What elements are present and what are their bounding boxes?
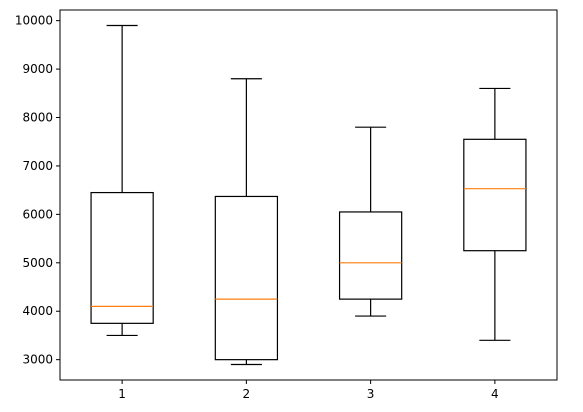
y-tick-label: 10000 xyxy=(15,14,53,28)
box-group-3 xyxy=(338,126,403,317)
box-group-2 xyxy=(214,78,279,366)
x-tick-label: 2 xyxy=(243,387,251,401)
y-tick-label: 9000 xyxy=(22,62,53,76)
box xyxy=(214,195,279,361)
x-tick-label: 1 xyxy=(118,387,126,401)
y-tick-label: 5000 xyxy=(22,256,53,270)
axes-frame xyxy=(59,9,558,381)
plot-area: 3000 4000 5000 6000 7000 8000 9000 10000 1 2 3 4 xyxy=(15,9,558,401)
y-tick-label: 7000 xyxy=(22,159,53,173)
y-tick-label: 3000 xyxy=(22,353,53,367)
box-group-1 xyxy=(90,24,154,337)
x-tick-label: 4 xyxy=(491,387,499,401)
y-tick-label: 4000 xyxy=(22,304,53,318)
y-tick-label: 6000 xyxy=(22,207,53,221)
y-tick-label: 8000 xyxy=(22,111,53,125)
box xyxy=(90,191,154,324)
box xyxy=(338,211,403,300)
box xyxy=(463,138,527,252)
x-tick-label: 3 xyxy=(367,387,375,401)
box-group-4 xyxy=(463,87,527,341)
